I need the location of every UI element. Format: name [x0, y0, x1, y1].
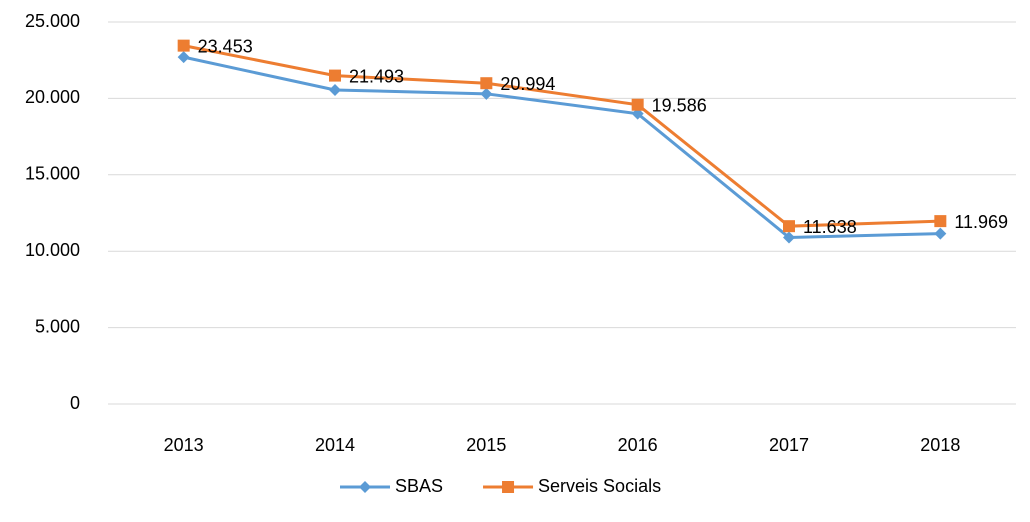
marker: [631, 98, 644, 111]
x-tick-label: 2014: [315, 435, 355, 455]
legend-marker: [502, 481, 515, 493]
marker: [177, 39, 190, 52]
y-tick-label: 25.000: [25, 11, 80, 31]
data-label: 11.638: [803, 217, 857, 237]
x-tick-label: 2015: [466, 435, 506, 455]
series-line: [183, 44, 941, 228]
marker: [329, 69, 341, 82]
data-label: 19.586: [652, 95, 707, 115]
marker: [783, 231, 795, 244]
data-label: 23.453: [198, 36, 253, 56]
marker: [934, 215, 947, 228]
marker: [177, 51, 190, 64]
data-label: 11.969: [954, 212, 1008, 232]
y-tick-label: 15.000: [25, 164, 80, 184]
y-tick-label: 20.000: [25, 87, 80, 107]
x-tick-label: 2017: [769, 435, 809, 455]
y-tick-label: 0: [70, 393, 80, 413]
y-tick-label: 10.000: [25, 240, 80, 260]
marker: [480, 77, 493, 90]
data-label: 20.994: [500, 74, 555, 94]
legend-label: Serveis Socials: [538, 476, 661, 496]
marker: [783, 220, 795, 233]
data-label: 21.493: [349, 66, 404, 86]
series-line: [183, 55, 941, 239]
marker: [480, 87, 493, 100]
legend-marker: [359, 481, 371, 493]
marker: [934, 227, 947, 240]
x-tick-label: 2016: [618, 435, 658, 455]
legend-label: SBAS: [395, 476, 443, 496]
y-tick-label: 5.000: [35, 316, 80, 336]
marker: [329, 83, 341, 96]
x-tick-label: 2013: [164, 435, 204, 455]
x-tick-label: 2018: [920, 435, 960, 455]
